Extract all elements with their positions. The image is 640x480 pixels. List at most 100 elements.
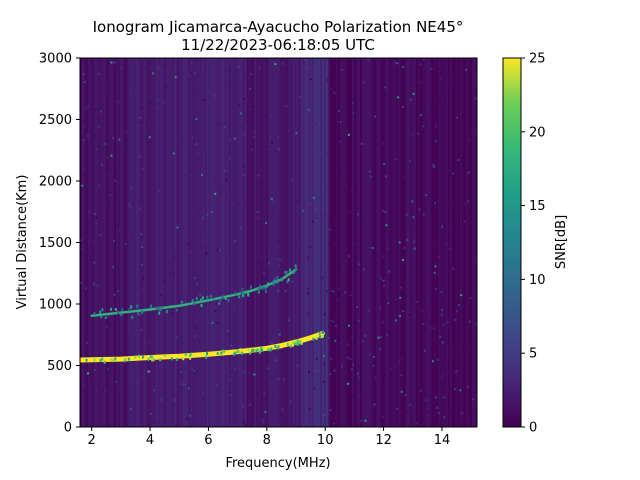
noise-speckle <box>264 410 267 413</box>
noise-speckle <box>413 247 416 250</box>
colorbar-tick-label: 25 <box>529 52 546 67</box>
noise-streak <box>328 58 331 427</box>
noise-speckle <box>173 399 175 401</box>
noise-speckle <box>202 397 205 400</box>
noise-speckle <box>163 392 166 395</box>
noise-speckle <box>112 266 114 269</box>
noise-speckle <box>371 247 374 249</box>
noise-speckle <box>425 399 428 402</box>
trace-point <box>270 347 273 351</box>
noise-speckle <box>120 66 122 69</box>
noise-speckle <box>386 247 389 250</box>
noise-streak <box>188 58 191 427</box>
noise-speckle <box>147 370 150 373</box>
noise-streak <box>301 58 304 427</box>
noise-speckle <box>194 211 197 214</box>
noise-speckle <box>117 290 120 293</box>
noise-streak <box>170 58 173 427</box>
noise-speckle <box>82 139 85 142</box>
noise-speckle <box>141 263 143 266</box>
noise-speckle <box>323 355 325 358</box>
y-axis-label: Virtual Distance(Km) <box>15 175 30 310</box>
noise-speckle <box>382 321 385 324</box>
noise-speckle <box>280 258 283 261</box>
noise-speckle <box>249 87 252 90</box>
noise-speckle <box>117 385 120 388</box>
chart-title: Ionogram Jicamarca-Ayacucho Polarization… <box>93 18 464 36</box>
noise-speckle <box>216 383 219 386</box>
noise-speckle <box>378 274 381 277</box>
noise-speckle <box>123 131 126 134</box>
noise-speckle <box>466 420 469 423</box>
noise-streak <box>404 58 407 427</box>
noise-streak <box>256 58 259 427</box>
noise-speckle <box>362 81 365 84</box>
y-tick-label: 3000 <box>39 52 72 67</box>
noise-streak <box>100 58 102 427</box>
noise-speckle <box>360 419 363 422</box>
noise-speckle <box>92 271 94 274</box>
trace-point <box>260 346 263 350</box>
noise-streak <box>232 58 235 427</box>
noise-streak <box>442 58 445 427</box>
noise-speckle <box>195 59 198 62</box>
noise-speckle <box>468 320 471 323</box>
noise-speckle <box>145 314 148 316</box>
noise-streak <box>300 58 303 427</box>
trace-point <box>101 308 104 312</box>
noise-speckle <box>329 409 332 411</box>
noise-speckle <box>461 412 464 414</box>
noise-streak <box>126 58 128 427</box>
noise-speckle <box>426 265 429 268</box>
noise-speckle <box>82 167 85 170</box>
noise-speckle <box>417 132 420 135</box>
noise-speckle <box>140 233 143 236</box>
noise-speckle <box>190 62 193 65</box>
noise-speckle <box>356 306 359 308</box>
noise-speckle <box>281 408 284 411</box>
noise-speckle <box>421 310 424 313</box>
noise-streak <box>408 58 411 427</box>
trace-point <box>292 270 295 274</box>
noise-streak <box>454 58 457 427</box>
trace-point <box>289 268 291 272</box>
trace-point <box>267 282 269 286</box>
noise-speckle <box>217 260 220 262</box>
noise-speckle <box>199 293 202 296</box>
noise-streak <box>290 58 293 427</box>
noise-speckle <box>399 286 402 289</box>
noise-speckle <box>105 202 107 205</box>
noise-streak <box>400 58 403 427</box>
trace-point <box>272 280 275 284</box>
noise-streak <box>396 58 399 427</box>
noise-speckle <box>189 414 192 417</box>
noise-speckle <box>396 407 399 410</box>
noise-streak <box>458 58 461 427</box>
noise-speckle <box>140 329 143 331</box>
noise-speckle <box>340 365 343 368</box>
noise-streak <box>370 58 373 427</box>
noise-speckle <box>475 257 477 260</box>
colorbar: 0 5 10 15 20 25 SNR[dB] <box>502 52 569 436</box>
trace-point <box>180 300 183 304</box>
noise-streak <box>330 58 333 427</box>
noise-speckle <box>332 290 335 293</box>
noise-speckle <box>201 68 204 71</box>
noise-streak <box>234 58 237 427</box>
noise-streak <box>192 58 195 427</box>
noise-speckle <box>435 288 437 290</box>
noise-speckle <box>275 359 278 362</box>
noise-speckle <box>146 135 149 138</box>
noise-speckle <box>127 327 130 330</box>
noise-speckle <box>238 104 241 107</box>
noise-streak <box>137 58 140 427</box>
noise-speckle <box>221 357 224 360</box>
noise-speckle <box>229 138 232 141</box>
y-tick-label: 2500 <box>39 113 72 128</box>
noise-speckle <box>80 281 83 284</box>
noise-speckle <box>223 185 226 188</box>
noise-speckle <box>415 307 418 310</box>
trace-point <box>220 351 223 355</box>
noise-streak <box>196 58 199 427</box>
noise-streak <box>376 58 379 427</box>
